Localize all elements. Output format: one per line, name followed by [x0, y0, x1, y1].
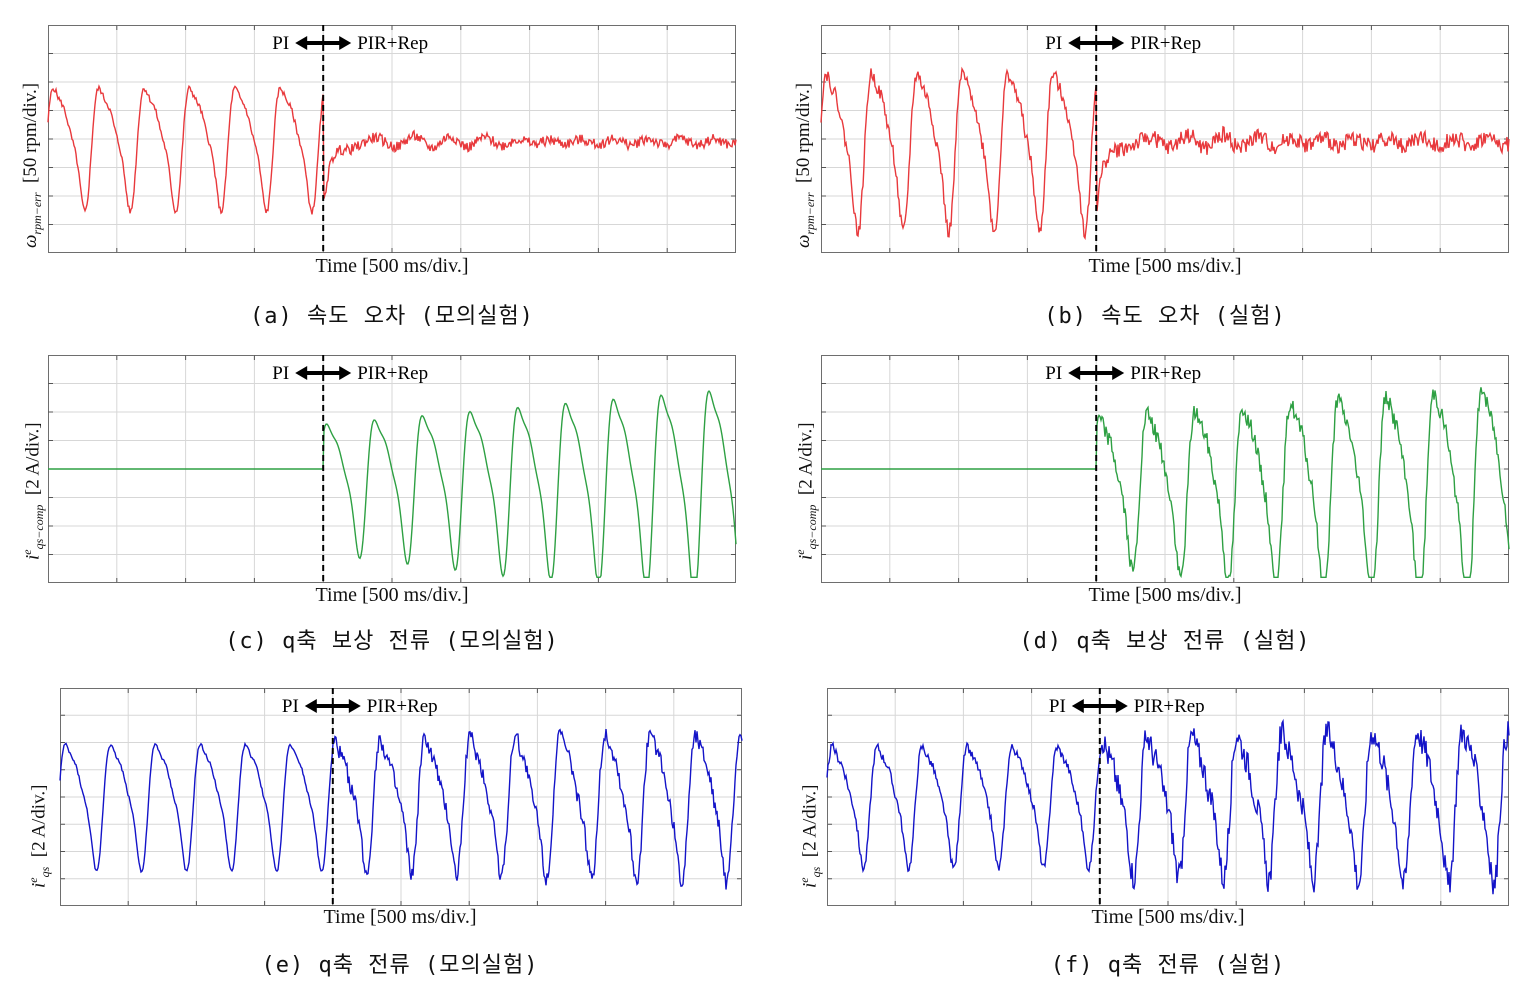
- annotation-pir-rep: PIR+Rep: [367, 696, 438, 717]
- series-line: [59, 728, 743, 890]
- arrow-shaft: [305, 371, 342, 375]
- plot-q-current-sim: PI PIR+Rep: [59, 688, 743, 906]
- plot-comp-current-sim: PI PIR+Rep: [48, 355, 737, 583]
- arrow-head-left: [1068, 366, 1081, 380]
- annotation-pi: PI: [282, 696, 299, 717]
- xlabel-f: Time [500 ms/div.]: [1091, 906, 1245, 928]
- ylabel-f: ieqs [2 A/div.]: [797, 784, 824, 888]
- series-line: [48, 390, 737, 579]
- arrow-head-right: [1112, 36, 1125, 50]
- arrow-shaft: [305, 41, 342, 45]
- annotation-pir-rep: PIR+Rep: [1130, 363, 1201, 384]
- arrow-head-right: [1115, 699, 1128, 713]
- plot-comp-current-exp: PI PIR+Rep: [821, 355, 1510, 583]
- switch-arrow: [1068, 36, 1125, 50]
- annotation-pir-rep: PIR+Rep: [357, 33, 428, 54]
- xlabel-c: Time [500 ms/div.]: [315, 584, 469, 606]
- xlabel-e: Time [500 ms/div.]: [323, 906, 477, 928]
- arrow-head-left: [1068, 36, 1081, 50]
- annotation-pi: PI: [1049, 696, 1066, 717]
- series-line: [821, 387, 1510, 579]
- arrow-head-right: [348, 699, 361, 713]
- switch-arrow: [295, 366, 352, 380]
- caption-a: (a) 속도 오차 (모의실험): [250, 304, 534, 329]
- plot-speed-error-exp: PI PIR+Rep: [820, 25, 1510, 253]
- switch-arrow: [295, 36, 352, 50]
- arrow-shaft: [1078, 41, 1115, 45]
- ylabel-d: ieqs−comp [2 A/div.]: [793, 422, 820, 560]
- annotation-pi: PI: [1045, 33, 1062, 54]
- caption-c: (c) q축 보상 전류 (모의실험): [225, 629, 559, 654]
- annotation-pi: PI: [1045, 363, 1062, 384]
- arrow-head-left: [295, 366, 308, 380]
- ylabel-e: ieqs [2 A/div.]: [26, 784, 53, 888]
- caption-f: (f) q축 전류 (실험): [1050, 953, 1286, 978]
- series-line: [820, 66, 1510, 241]
- switch-arrow: [1071, 699, 1128, 713]
- series-line: [826, 718, 1510, 895]
- arrow-head-right: [1112, 366, 1125, 380]
- arrow-shaft: [314, 704, 351, 708]
- arrow-shaft: [1078, 371, 1115, 375]
- arrow-head-right: [339, 366, 352, 380]
- arrow-shaft: [1081, 704, 1118, 708]
- xlabel-d: Time [500 ms/div.]: [1088, 584, 1242, 606]
- plot-speed-error-sim: PI PIR+Rep: [47, 25, 737, 253]
- annotation-pir-rep: PIR+Rep: [1130, 33, 1201, 54]
- caption-b: (b) 속도 오차 (실험): [1044, 304, 1286, 329]
- switch-arrow: [1068, 366, 1125, 380]
- caption-e: (e) q축 전류 (모의실험): [261, 953, 539, 978]
- ylabel-c: ieqs−comp [2 A/div.]: [20, 422, 47, 560]
- plot-q-current-exp: PI PIR+Rep: [826, 688, 1510, 906]
- ylabel-a: ωrpm−err [50 rpm/div.]: [20, 82, 44, 248]
- annotation-pir-rep: PIR+Rep: [357, 363, 428, 384]
- xlabel-b: Time [500 ms/div.]: [1088, 255, 1242, 277]
- series-line: [47, 84, 737, 215]
- ylabel-b: ωrpm−err [50 rpm/div.]: [793, 82, 817, 248]
- annotation-pi: PI: [272, 33, 289, 54]
- xlabel-a: Time [500 ms/div.]: [315, 255, 469, 277]
- arrow-head-left: [1071, 699, 1084, 713]
- arrow-head-left: [295, 36, 308, 50]
- annotation-pir-rep: PIR+Rep: [1134, 696, 1205, 717]
- switch-arrow: [304, 699, 361, 713]
- annotation-pi: PI: [272, 363, 289, 384]
- caption-d: (d) q축 보상 전류 (실험): [1019, 629, 1311, 654]
- arrow-head-right: [339, 36, 352, 50]
- arrow-head-left: [304, 699, 317, 713]
